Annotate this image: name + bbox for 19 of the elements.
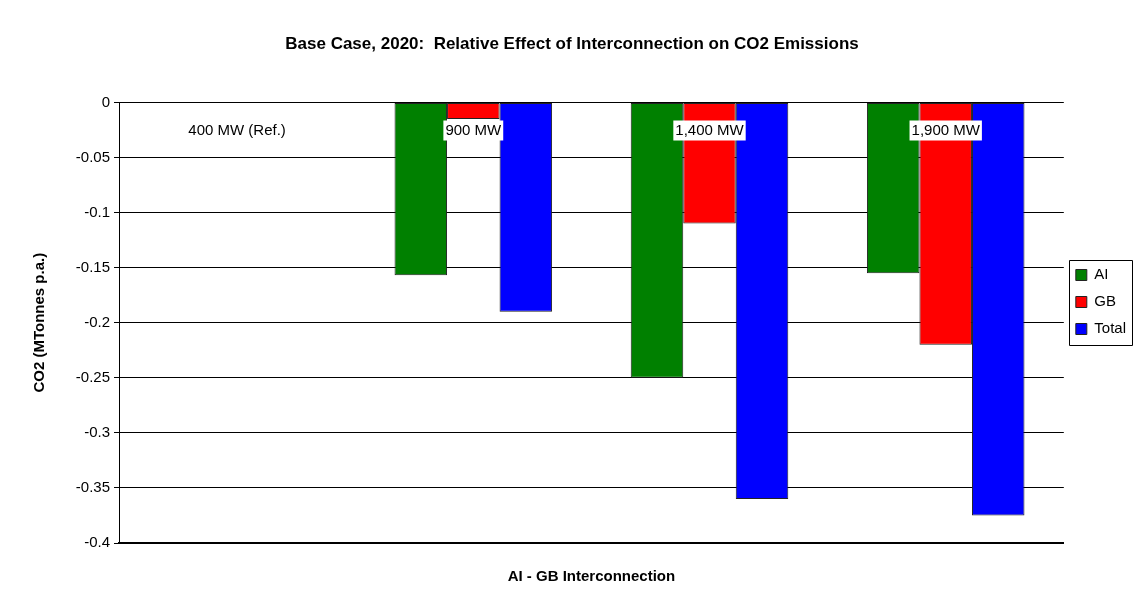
x-tick-label: 1,900 MW [911,120,981,138]
x-axis-title: AI - GB Interconnection [507,567,676,585]
y-tick-label: -0.4 [84,533,110,551]
legend-label: GB [1094,292,1116,310]
y-tick-label: -0.3 [84,422,110,440]
y-tick-label: -0.2 [84,312,110,330]
y-axis-title: CO2 (MTonnes p.a.) [30,252,48,393]
x-tick-label: 1,400 MW [675,120,745,138]
y-tick-label: -0.35 [75,478,110,496]
y-tick-label: -0.1 [84,202,110,220]
y-tick-label: -0.25 [75,367,110,385]
x-tick-label: 900 MW [445,120,503,138]
y-tick-label: -0.05 [75,147,110,165]
legend-label: Total [1094,319,1126,337]
y-tick-label: -0.15 [75,257,110,275]
x-tick-label: 400 MW (Ref.) [188,120,286,138]
legend-label: AI [1094,265,1109,283]
chart-title: Base Case, 2020: Relative Effect of Interconnection on CO2 Emissions [285,33,859,53]
y-tick-label: 0 [101,92,110,110]
